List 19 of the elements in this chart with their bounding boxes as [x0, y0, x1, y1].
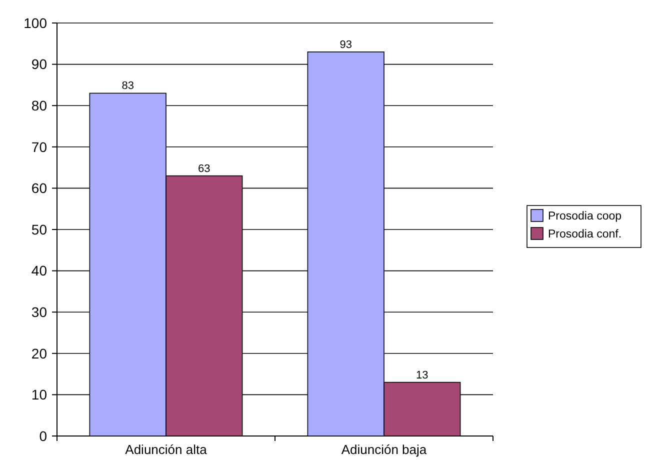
data-label: 63 [198, 162, 210, 175]
y-tick-label: 60 [31, 180, 48, 196]
x-tick-label: Adiunción baja [341, 442, 428, 457]
data-label: 13 [416, 369, 428, 382]
y-tick-label: 10 [31, 386, 48, 403]
data-label: 93 [340, 38, 352, 51]
x-tick-label: Adiunción alta [125, 442, 208, 457]
y-tick-label: 70 [31, 138, 48, 155]
y-tick-label: 0 [39, 428, 48, 444]
y-tick-label: 100 [24, 14, 48, 31]
y-tick-label: 80 [31, 98, 48, 114]
y-tick-label: 90 [31, 56, 48, 72]
y-tick-label: 30 [31, 304, 48, 320]
data-label: 83 [122, 80, 134, 92]
y-tick-label: 20 [31, 345, 48, 362]
legend-label: Prosodia conf. [548, 228, 622, 241]
y-tick-label: 50 [31, 221, 48, 238]
legend-label: Prosodia coop [548, 210, 622, 223]
y-tick-label: 40 [31, 262, 48, 279]
